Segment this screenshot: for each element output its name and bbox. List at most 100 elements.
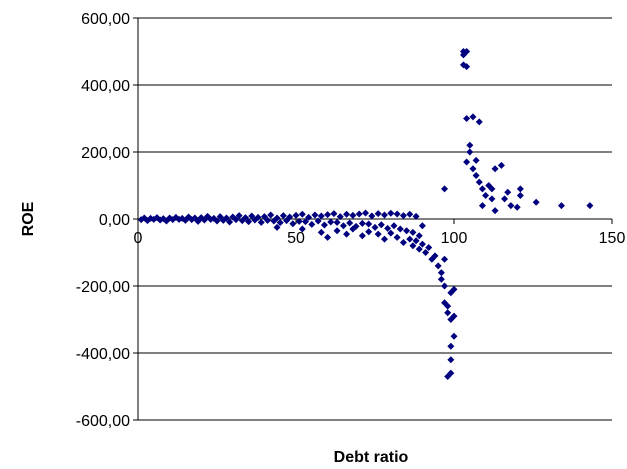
data-point bbox=[504, 188, 512, 196]
y-tick-label: 600,00 bbox=[81, 11, 130, 28]
x-tick-label: 100 bbox=[441, 230, 468, 247]
x-axis-title: Debt ratio bbox=[334, 449, 409, 466]
data-point bbox=[276, 219, 284, 227]
data-point bbox=[478, 202, 486, 210]
data-point bbox=[441, 255, 449, 263]
y-tick-label: 400,00 bbox=[81, 78, 130, 95]
data-point bbox=[444, 309, 452, 317]
data-point bbox=[308, 220, 316, 228]
data-point bbox=[387, 209, 395, 217]
data-point bbox=[447, 342, 455, 350]
data-point bbox=[475, 118, 483, 126]
data-point bbox=[273, 214, 281, 222]
data-points bbox=[137, 48, 594, 380]
data-point bbox=[377, 221, 385, 229]
data-point bbox=[320, 221, 328, 229]
data-point bbox=[415, 245, 423, 253]
x-tick-labels: 0 50 100 150 bbox=[134, 219, 626, 247]
data-point bbox=[441, 185, 449, 193]
data-point bbox=[295, 217, 303, 225]
x-tick-label: 0 bbox=[134, 230, 143, 247]
data-point bbox=[343, 230, 351, 238]
data-point bbox=[267, 211, 275, 219]
y-tick-label: -400,00 bbox=[76, 346, 130, 363]
data-point bbox=[349, 225, 357, 233]
data-point bbox=[422, 249, 430, 256]
data-point bbox=[472, 156, 480, 164]
data-point bbox=[371, 223, 379, 231]
data-point bbox=[434, 262, 442, 270]
data-point bbox=[396, 225, 404, 233]
data-point bbox=[235, 212, 243, 220]
data-point bbox=[298, 210, 306, 218]
data-point bbox=[393, 233, 401, 241]
data-point bbox=[450, 285, 458, 293]
data-point bbox=[384, 224, 392, 232]
data-point bbox=[264, 216, 272, 224]
data-point bbox=[431, 252, 439, 260]
data-point bbox=[365, 220, 373, 228]
data-point bbox=[251, 216, 259, 224]
data-point bbox=[437, 269, 445, 277]
data-point bbox=[399, 238, 407, 246]
data-point bbox=[497, 161, 505, 169]
data-point bbox=[403, 227, 411, 235]
data-point bbox=[393, 210, 401, 218]
data-point bbox=[343, 210, 351, 218]
data-point bbox=[390, 222, 398, 230]
y-tick-labels: 600,00 400,00 200,00 0,00 -200,00 -400,00 -600… bbox=[76, 11, 138, 430]
data-point bbox=[289, 220, 297, 228]
y-tick-label: 200,00 bbox=[81, 145, 130, 162]
data-point bbox=[469, 113, 477, 121]
data-point bbox=[349, 211, 357, 219]
data-point bbox=[324, 233, 332, 241]
data-point bbox=[409, 242, 417, 250]
data-point bbox=[532, 198, 540, 206]
data-point bbox=[380, 211, 388, 219]
data-point bbox=[516, 185, 524, 193]
data-point bbox=[482, 192, 490, 200]
data-point bbox=[475, 178, 483, 186]
data-point bbox=[355, 210, 363, 218]
data-point bbox=[222, 214, 230, 222]
data-point bbox=[491, 165, 499, 173]
data-point bbox=[241, 214, 249, 222]
y-tick-label: 0,00 bbox=[99, 212, 130, 229]
data-point bbox=[450, 312, 458, 320]
x-tick-label: 50 bbox=[287, 230, 305, 247]
data-point bbox=[463, 115, 471, 122]
data-point bbox=[437, 275, 445, 283]
data-point bbox=[245, 218, 253, 226]
data-point bbox=[257, 218, 265, 226]
data-point bbox=[254, 213, 262, 221]
data-point bbox=[557, 202, 565, 210]
data-point bbox=[358, 232, 366, 240]
y-tick-label: -600,00 bbox=[76, 413, 130, 430]
data-point bbox=[501, 195, 509, 203]
data-point bbox=[333, 218, 341, 226]
data-point bbox=[447, 369, 455, 377]
data-point bbox=[365, 228, 373, 236]
x-tick-label: 150 bbox=[599, 230, 626, 247]
data-point bbox=[418, 240, 426, 248]
data-point bbox=[463, 158, 471, 166]
data-point bbox=[450, 332, 458, 340]
y-tick-label: -200,00 bbox=[76, 279, 130, 296]
data-point bbox=[409, 228, 417, 236]
data-point bbox=[358, 219, 366, 227]
data-point bbox=[248, 212, 256, 220]
data-point bbox=[333, 227, 341, 235]
data-point bbox=[336, 213, 344, 221]
data-point bbox=[491, 207, 499, 215]
data-point bbox=[317, 212, 325, 220]
data-point bbox=[507, 202, 515, 210]
data-point bbox=[368, 212, 376, 220]
data-point bbox=[406, 210, 414, 218]
data-point bbox=[279, 212, 287, 220]
data-point bbox=[330, 210, 338, 218]
data-point bbox=[273, 223, 281, 231]
data-point bbox=[311, 211, 319, 219]
data-point bbox=[399, 212, 407, 220]
data-point bbox=[226, 218, 234, 226]
